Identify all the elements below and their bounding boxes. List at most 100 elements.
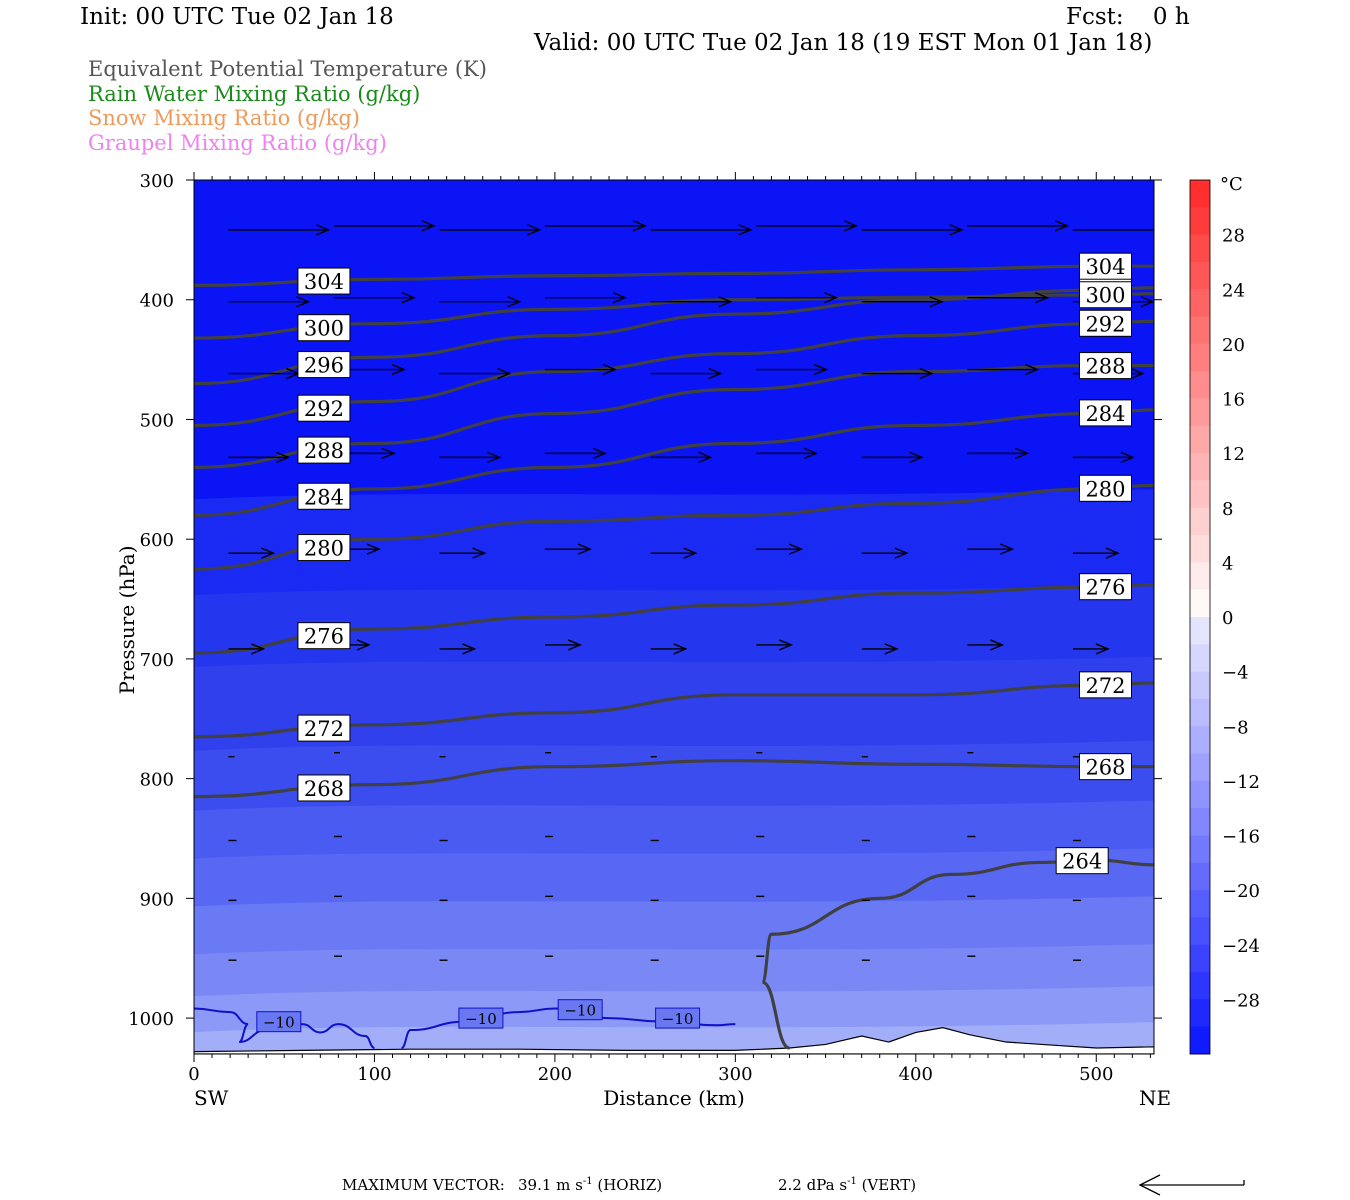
- colorbar-cell--10: [1190, 753, 1210, 782]
- ne-label: NE: [1139, 1086, 1171, 1110]
- theta-e-contour-280: [194, 483, 1154, 571]
- wind-vector-head-4-7: [1000, 543, 1015, 555]
- colorbar-cell--20: [1190, 890, 1210, 918]
- y-tick-label-700: 700: [140, 650, 174, 671]
- wind-vector-head-3-0: [276, 451, 291, 464]
- colorbar-cell--24: [1190, 944, 1210, 973]
- colorbar-cell-28: [1190, 234, 1210, 263]
- contour-labels: 264 268 268 272 272 276 276 280 280 284 284 288 288 2…: [256, 252, 1132, 1033]
- wind-vector-head-2-1: [391, 363, 406, 376]
- theta-e-contour-276: [194, 583, 1154, 655]
- colorbar-tick-label-11: −16: [1222, 827, 1260, 848]
- contour-label-272-1: 272: [1078, 671, 1132, 699]
- contour-label-304-0: 304: [297, 267, 351, 295]
- colorbar-cell--16: [1190, 835, 1210, 864]
- colorbar-cell--28: [1190, 999, 1210, 1028]
- theta-e-contours: [194, 264, 1154, 1050]
- wind-vector-head-3-2: [487, 451, 502, 464]
- contour-label-284-1: 284: [1078, 399, 1132, 427]
- wind-vector-head-0-6: [949, 224, 964, 236]
- colorbar-cell-16: [1190, 398, 1210, 427]
- colorbar-cell-22: [1190, 316, 1210, 345]
- x-tick-label-0: 0: [188, 1064, 199, 1085]
- y-tick-label-800: 800: [140, 770, 174, 791]
- y-tick-label-1000: 1000: [128, 1009, 174, 1030]
- wind-vector-head-1-4: [718, 296, 733, 308]
- title-snow: Snow Mixing Ratio (g/kg): [88, 106, 360, 130]
- colorbar-cell-0: [1190, 617, 1210, 645]
- theta-e-contour-296: [194, 286, 1154, 386]
- colorbar-cell--2: [1190, 644, 1210, 673]
- colorbar-cell-32: [1190, 180, 1210, 208]
- wind-vector-head-0-9: [1267, 221, 1279, 231]
- svg-text:304: 304: [304, 270, 344, 294]
- svg-text:300: 300: [304, 317, 344, 341]
- reference-vector-arrow: [1138, 1174, 1245, 1196]
- contour-label-276-0: 276: [297, 622, 351, 650]
- wind-vector-head-1-5: [823, 292, 839, 304]
- wind-vector-head-2-6: [919, 367, 934, 380]
- contour-label-268-1: 268: [1078, 753, 1132, 781]
- colorbar-cell-10: [1190, 480, 1210, 509]
- colorbar-tick-label-14: −28: [1222, 990, 1260, 1011]
- wind-vector-head-2-9: [1237, 365, 1249, 375]
- max-vert-vector: 2.2 dPa s-1 (VERT): [778, 1176, 917, 1194]
- colorbar-cell--30: [1190, 1026, 1210, 1055]
- theta-e-contour-288: [194, 363, 1154, 469]
- svg-text:272: 272: [1085, 674, 1125, 698]
- svg-text:292: 292: [304, 397, 344, 421]
- wind-vector-head-1-7: [1035, 292, 1050, 304]
- x-tick-label-500: 500: [1079, 1064, 1113, 1085]
- svg-text:280: 280: [1085, 477, 1125, 501]
- wind-vector-head-5-3: [567, 639, 582, 651]
- colorbar-cell-4: [1190, 562, 1210, 591]
- wind-vector-head-2-2: [497, 367, 512, 380]
- temp-label-2: −10: [557, 999, 603, 1021]
- colorbar-tick-label-13: −24: [1222, 936, 1260, 957]
- plot-frame: [193, 179, 1155, 1055]
- contour-label-300-1: 300: [1078, 281, 1132, 309]
- wind-vector-head-1-6: [929, 296, 944, 308]
- wind-vector-head-2-3: [602, 363, 617, 376]
- wind-vector-head-0-0: [316, 224, 331, 236]
- colorbar-tick-label-0: 28: [1222, 226, 1245, 247]
- colorbar-tick-label-10: −12: [1222, 772, 1260, 793]
- svg-text:288: 288: [1085, 355, 1125, 379]
- y-tick-label-600: 600: [140, 530, 174, 551]
- svg-text:276: 276: [304, 625, 344, 649]
- y-tick-label-300: 300: [140, 171, 174, 192]
- wind-vector-head-4-0: [261, 547, 276, 559]
- colorbar-cell--26: [1190, 972, 1210, 1000]
- x-tick-label-200: 200: [538, 1064, 572, 1085]
- contour-label-304-1: 304: [1078, 252, 1132, 280]
- forecast-hour: Fcst: 0 h: [1066, 4, 1190, 30]
- wind-vector-head-4-4: [683, 547, 698, 559]
- svg-text:292: 292: [1085, 312, 1125, 336]
- svg-text:288: 288: [304, 439, 344, 463]
- colorbar-tick-label-1: 24: [1222, 280, 1245, 301]
- svg-text:268: 268: [1085, 756, 1125, 780]
- wind-vector-head-5-6: [884, 643, 899, 655]
- colorbar-tick-label-5: 8: [1222, 499, 1233, 520]
- colorbar-cell--6: [1190, 698, 1210, 727]
- y-tick-label-400: 400: [140, 291, 174, 312]
- y-tick-label-900: 900: [140, 889, 174, 910]
- wind-vector-head-0-4: [738, 224, 753, 236]
- x-tick-label-400: 400: [899, 1064, 933, 1085]
- wind-vector-head-1-9: [1247, 293, 1259, 303]
- contour-label-292-1: 292: [1078, 309, 1132, 337]
- x-axis-label: Distance (km): [603, 1086, 745, 1110]
- svg-text:268: 268: [304, 777, 344, 801]
- colorbar-tick-label-9: −8: [1222, 717, 1249, 738]
- wind-vector-head-4-2: [472, 547, 487, 559]
- theta-e-contour-292: [194, 319, 1154, 428]
- contour-label-288-1: 288: [1078, 352, 1132, 380]
- y-axis-label: Pressure (hPa): [115, 546, 139, 695]
- wind-vector-head-0-2: [527, 224, 542, 236]
- max-horiz-vector: 39.1 m s-1 (HORIZ): [518, 1176, 663, 1194]
- wind-vector-head-3-8: [1120, 451, 1135, 464]
- wind-vector-head-2-7: [1025, 363, 1040, 376]
- theta-e-contour-300: [194, 292, 1154, 340]
- svg-text:−10: −10: [564, 1002, 596, 1020]
- wind-vector-head-0-3: [632, 220, 647, 232]
